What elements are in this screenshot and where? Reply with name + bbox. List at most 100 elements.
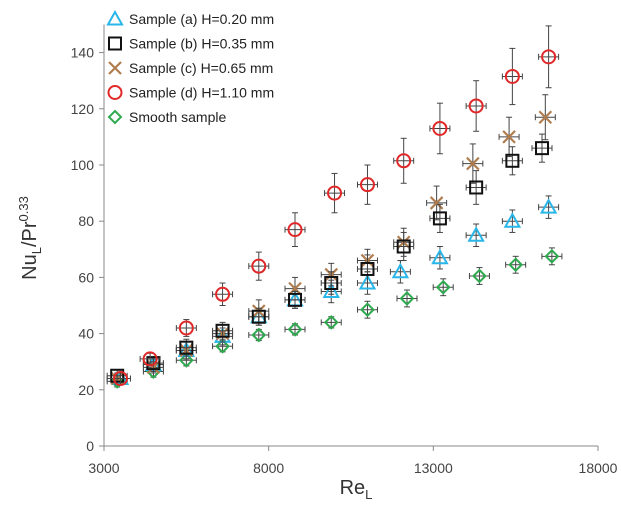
y-axis-title: NuL/Pr0.33 bbox=[16, 196, 44, 280]
y-axis-title-sup: 0.33 bbox=[16, 196, 31, 221]
point-marker bbox=[112, 371, 128, 387]
data-point bbox=[284, 290, 306, 309]
legend-item: Sample (b) H=0.35 mm bbox=[108, 36, 274, 52]
data-point bbox=[393, 137, 415, 184]
point-marker bbox=[358, 273, 377, 290]
data-point bbox=[468, 267, 490, 285]
data-point bbox=[432, 278, 454, 297]
y-axis-title-sub: L bbox=[29, 247, 44, 254]
data-point bbox=[356, 254, 378, 284]
data-point bbox=[139, 351, 161, 367]
data-point bbox=[320, 271, 342, 295]
point-marker bbox=[396, 239, 411, 254]
legend-label: Sample (a) H=0.20 mm bbox=[129, 11, 274, 27]
point-marker bbox=[179, 340, 194, 355]
point-marker bbox=[215, 338, 230, 354]
y-tick-label: 120 bbox=[71, 101, 95, 117]
y-tick-label: 0 bbox=[86, 438, 94, 454]
data-point bbox=[538, 195, 560, 219]
point-marker bbox=[324, 276, 339, 291]
y-tick-label: 20 bbox=[78, 382, 94, 398]
point-marker bbox=[323, 314, 339, 330]
x-tick-labels: 3000 8000 13000 18000 bbox=[88, 460, 617, 476]
data-point bbox=[393, 231, 415, 262]
point-marker bbox=[287, 321, 303, 337]
point-marker bbox=[538, 110, 553, 125]
data-point bbox=[284, 276, 306, 301]
data-point bbox=[356, 300, 378, 319]
point-marker bbox=[472, 268, 487, 284]
point-marker bbox=[535, 141, 550, 156]
point-marker bbox=[504, 68, 520, 84]
data-point bbox=[534, 94, 556, 141]
y-tick-label: 140 bbox=[71, 45, 95, 61]
data-point bbox=[248, 251, 270, 281]
point-marker bbox=[142, 351, 158, 367]
data-point bbox=[538, 25, 560, 89]
data-point bbox=[465, 170, 487, 205]
point-marker bbox=[466, 156, 480, 171]
axes bbox=[99, 24, 599, 451]
point-marker bbox=[327, 185, 343, 201]
point-marker bbox=[468, 98, 484, 114]
legend-marker bbox=[108, 36, 122, 51]
x-tick-label: 18000 bbox=[579, 460, 618, 476]
legend-marker bbox=[107, 85, 123, 100]
data-point bbox=[501, 209, 523, 233]
point-marker bbox=[215, 286, 231, 302]
point-marker bbox=[505, 153, 520, 168]
series-circle bbox=[109, 25, 560, 387]
point-marker bbox=[539, 198, 558, 214]
data-point bbox=[212, 282, 234, 306]
point-marker bbox=[322, 282, 340, 298]
data-point bbox=[531, 133, 553, 163]
data-point bbox=[248, 307, 270, 326]
point-marker bbox=[469, 180, 484, 195]
data-point bbox=[498, 116, 520, 158]
point-marker bbox=[396, 153, 412, 169]
point-marker bbox=[432, 211, 447, 226]
series-square bbox=[106, 133, 553, 383]
legend-label: Sample (c) H=0.65 mm bbox=[129, 60, 273, 76]
data-point bbox=[465, 80, 487, 132]
point-marker bbox=[251, 327, 267, 343]
point-marker bbox=[508, 257, 524, 273]
point-marker bbox=[287, 222, 303, 238]
x-tick-label: 3000 bbox=[88, 460, 119, 476]
legend-item: Sample (a) H=0.20 mm bbox=[106, 9, 274, 27]
data-point bbox=[284, 321, 306, 337]
point-marker bbox=[178, 352, 194, 368]
legend-marker bbox=[108, 61, 122, 75]
y-tick-label: 60 bbox=[78, 269, 94, 285]
point-marker bbox=[429, 196, 444, 210]
point-marker bbox=[110, 368, 125, 383]
legend-marker bbox=[107, 109, 123, 125]
data-point bbox=[356, 164, 378, 205]
point-marker bbox=[288, 281, 302, 296]
series-triangle bbox=[109, 195, 560, 386]
legend-label: Smooth sample bbox=[129, 109, 226, 125]
point-marker bbox=[399, 291, 415, 306]
series-cross bbox=[106, 94, 556, 386]
point-marker bbox=[502, 130, 516, 144]
data-point bbox=[465, 223, 487, 247]
data-point bbox=[284, 212, 306, 247]
data-point bbox=[426, 185, 448, 221]
data-point bbox=[248, 327, 270, 343]
point-marker bbox=[251, 258, 267, 274]
legend-item: Sample (c) H=0.65 mm bbox=[108, 60, 273, 76]
y-tick-labels: 0 20 40 60 80 100 120 140 bbox=[71, 45, 95, 454]
data-point bbox=[324, 172, 346, 214]
data-point bbox=[501, 146, 523, 176]
y-tick-label: 100 bbox=[71, 157, 95, 173]
data-points bbox=[106, 25, 563, 389]
y-tick-label: 40 bbox=[78, 326, 94, 342]
y-axis-title-mid: /Pr bbox=[19, 221, 41, 247]
data-point bbox=[505, 255, 527, 274]
point-marker bbox=[178, 320, 194, 336]
series-diamond bbox=[106, 247, 563, 389]
legend-label: Sample (d) H=1.10 mm bbox=[129, 85, 274, 101]
legend: Sample (a) H=0.20 mm Sample (b) H=0.35 mm… bbox=[106, 9, 274, 125]
point-marker bbox=[359, 177, 375, 193]
